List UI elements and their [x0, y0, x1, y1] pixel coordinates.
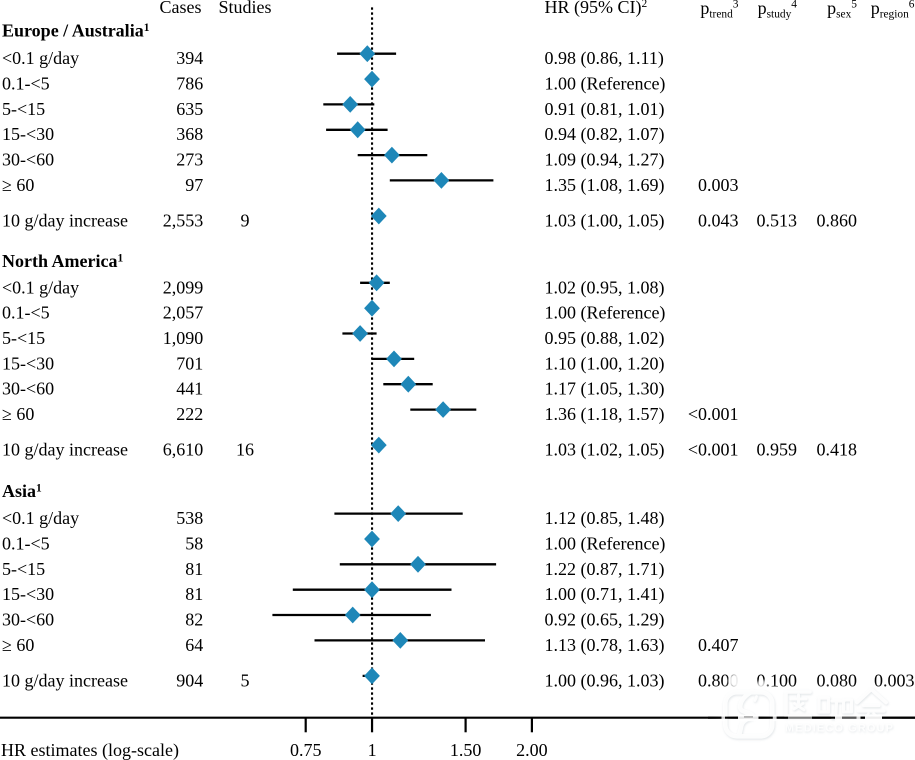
svg-text:15-<30: 15-<30 — [2, 584, 54, 604]
svg-text:0.003: 0.003 — [698, 175, 739, 195]
svg-text:0.800: 0.800 — [698, 670, 739, 690]
svg-text:2,553: 2,553 — [163, 211, 204, 231]
svg-text:701: 701 — [176, 353, 203, 373]
svg-text:82: 82 — [185, 610, 203, 630]
svg-text:<0.1 g/day: <0.1 g/day — [2, 508, 79, 528]
svg-text:HR (95% CI)2: HR (95% CI)2 — [545, 0, 648, 18]
svg-text:15-<30: 15-<30 — [2, 124, 54, 144]
svg-text:Cases: Cases — [160, 0, 202, 17]
svg-text:1.13 (0.78, 1.63): 1.13 (0.78, 1.63) — [545, 635, 665, 656]
svg-text:0.407: 0.407 — [698, 635, 739, 655]
svg-text:81: 81 — [185, 584, 203, 604]
svg-text:786: 786 — [176, 74, 203, 94]
svg-text:368: 368 — [176, 124, 203, 144]
svg-text:1.02 (0.95, 1.08): 1.02 (0.95, 1.08) — [545, 277, 665, 298]
svg-text:58: 58 — [185, 534, 203, 554]
svg-text:0.98 (0.86, 1.11): 0.98 (0.86, 1.11) — [545, 48, 664, 69]
svg-text:5-<15: 5-<15 — [2, 99, 45, 119]
svg-text:0.1-<5: 0.1-<5 — [2, 534, 50, 554]
svg-text:2.00: 2.00 — [516, 740, 548, 760]
svg-text:30-<60: 30-<60 — [2, 379, 54, 399]
svg-text:394: 394 — [176, 48, 203, 68]
svg-text:81: 81 — [185, 559, 203, 579]
svg-text:1.03 (1.00, 1.05): 1.03 (1.00, 1.05) — [545, 211, 665, 232]
svg-text:1.00 (0.96, 1.03): 1.00 (0.96, 1.03) — [545, 670, 665, 691]
svg-text:<0.1 g/day: <0.1 g/day — [2, 277, 79, 297]
svg-text:0.513: 0.513 — [757, 211, 798, 231]
svg-text:1.00 (0.71, 1.41): 1.00 (0.71, 1.41) — [545, 584, 665, 605]
svg-text:0.91 (0.81, 1.01): 0.91 (0.81, 1.01) — [545, 99, 665, 120]
svg-text:<0.001: <0.001 — [688, 404, 739, 424]
svg-text:<0.001: <0.001 — [688, 440, 739, 460]
svg-text:0.75: 0.75 — [290, 740, 322, 760]
svg-text:0.92 (0.65, 1.29): 0.92 (0.65, 1.29) — [545, 610, 665, 631]
svg-text:1.00 (Reference): 1.00 (Reference) — [545, 74, 666, 95]
svg-text:30-<60: 30-<60 — [2, 610, 54, 630]
svg-text:2,057: 2,057 — [163, 303, 204, 323]
svg-text:<0.1 g/day: <0.1 g/day — [2, 48, 79, 68]
svg-text:MEDIECO GROUP: MEDIECO GROUP — [786, 724, 895, 736]
svg-text:1,090: 1,090 — [163, 328, 204, 348]
svg-text:≥ 60: ≥ 60 — [2, 175, 34, 195]
svg-text:0.080: 0.080 — [817, 670, 858, 690]
svg-text:1.00 (Reference): 1.00 (Reference) — [545, 303, 666, 324]
svg-text:273: 273 — [176, 150, 203, 170]
svg-text:1.00 (Reference): 1.00 (Reference) — [545, 534, 666, 555]
svg-text:10 g/day increase: 10 g/day increase — [2, 440, 128, 460]
svg-text:1: 1 — [368, 740, 377, 760]
svg-text:0.95 (0.88, 1.02): 0.95 (0.88, 1.02) — [545, 328, 665, 349]
svg-text:1.50: 1.50 — [450, 740, 482, 760]
svg-text:0.1-<5: 0.1-<5 — [2, 303, 50, 323]
svg-text:1.03 (1.02, 1.05): 1.03 (1.02, 1.05) — [545, 440, 665, 461]
svg-text:1.22 (0.87, 1.71): 1.22 (0.87, 1.71) — [545, 559, 665, 580]
svg-text:1.09 (0.94, 1.27): 1.09 (0.94, 1.27) — [545, 150, 665, 171]
svg-text:222: 222 — [176, 404, 203, 424]
svg-text:pregion6: pregion6 — [871, 0, 915, 21]
svg-text:0.418: 0.418 — [817, 440, 858, 460]
svg-text:1.10 (1.00, 1.20): 1.10 (1.00, 1.20) — [545, 353, 665, 374]
svg-text:0.959: 0.959 — [757, 440, 798, 460]
svg-text:5: 5 — [241, 670, 250, 690]
svg-text:0.1-<5: 0.1-<5 — [2, 74, 50, 94]
svg-text:441: 441 — [176, 379, 203, 399]
svg-text:psex5: psex5 — [827, 0, 857, 21]
svg-text:538: 538 — [176, 508, 203, 528]
svg-text:0.043: 0.043 — [698, 211, 739, 231]
svg-text:HR estimates (log-scale): HR estimates (log-scale) — [1, 740, 179, 760]
svg-text:≥ 60: ≥ 60 — [2, 635, 34, 655]
svg-text:1.36 (1.18, 1.57): 1.36 (1.18, 1.57) — [545, 404, 665, 425]
svg-text:pstudy4: pstudy4 — [758, 0, 798, 21]
svg-text:10 g/day increase: 10 g/day increase — [2, 211, 128, 231]
svg-text:≥ 60: ≥ 60 — [2, 404, 34, 424]
svg-text:635: 635 — [176, 99, 203, 119]
svg-text:0.003: 0.003 — [874, 670, 915, 690]
svg-text:2,099: 2,099 — [163, 277, 204, 297]
svg-text:1.35 (1.08, 1.69): 1.35 (1.08, 1.69) — [545, 175, 665, 196]
svg-text:904: 904 — [176, 670, 203, 690]
svg-text:North America1: North America1 — [2, 251, 123, 271]
svg-text:16: 16 — [236, 440, 254, 460]
svg-text:0.94 (0.82, 1.07): 0.94 (0.82, 1.07) — [545, 124, 665, 145]
svg-text:10 g/day increase: 10 g/day increase — [2, 670, 128, 690]
svg-text:6,610: 6,610 — [163, 440, 204, 460]
svg-text:9: 9 — [241, 211, 250, 231]
svg-text:1.12 (0.85, 1.48): 1.12 (0.85, 1.48) — [545, 508, 665, 529]
svg-text:5-<15: 5-<15 — [2, 559, 45, 579]
svg-text:MEDIECO GROUP: MEDIECO GROUP — [785, 723, 894, 735]
svg-text:Asia1: Asia1 — [2, 481, 42, 501]
svg-text:0.860: 0.860 — [817, 211, 858, 231]
svg-text:Studies: Studies — [218, 0, 271, 17]
svg-text:64: 64 — [185, 635, 203, 655]
svg-text:Europe / Australia1: Europe / Australia1 — [2, 21, 150, 41]
svg-text:97: 97 — [185, 175, 203, 195]
svg-text:5-<15: 5-<15 — [2, 328, 45, 348]
svg-text:ptrend3: ptrend3 — [700, 0, 738, 21]
svg-text:30-<60: 30-<60 — [2, 150, 54, 170]
svg-text:1.17 (1.05, 1.30): 1.17 (1.05, 1.30) — [545, 379, 665, 400]
svg-text:15-<30: 15-<30 — [2, 353, 54, 373]
